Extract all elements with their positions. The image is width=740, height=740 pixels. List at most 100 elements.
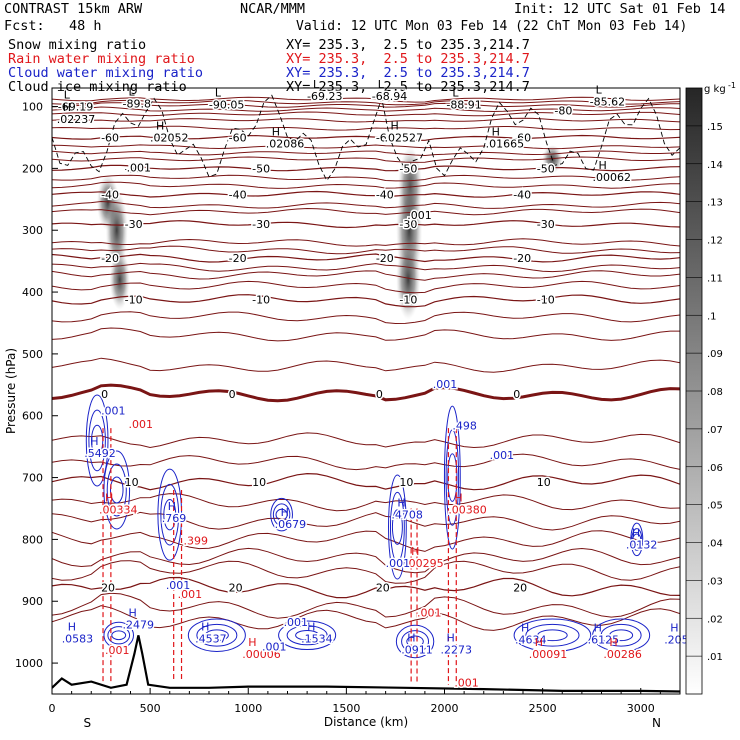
cloud-water-contour (187, 618, 246, 653)
cloud-water-contour (631, 528, 643, 551)
colorbar-tick-label: .14 (707, 160, 723, 171)
init-time: Init: 12 UTC Sat 01 Feb 14 (514, 1, 726, 17)
extremum-value: .6125 (588, 634, 620, 647)
colorbar-tick-label: .15 (707, 122, 723, 133)
temperature-contour--10 (52, 294, 680, 308)
cloud-water-contour (447, 453, 458, 502)
extremum-marker-H: H (248, 636, 256, 649)
extremum-marker-L: L (129, 85, 136, 98)
cloud-water-contour (630, 522, 644, 557)
extremum-value: -68.94 (372, 90, 407, 103)
temperature-contour (52, 262, 680, 273)
extremum-marker-H: H (454, 492, 462, 505)
temperature-contour (52, 245, 680, 255)
temperature-contour (52, 327, 680, 342)
y-tick-label: 900 (22, 595, 43, 608)
cloud-water-contour (109, 476, 124, 504)
temperature-contour (52, 106, 680, 113)
contour-annotation: .001 (417, 607, 442, 620)
temperature-contour (52, 357, 680, 373)
contour-annotation: .001 (105, 644, 130, 657)
cloud-water-contour (111, 630, 127, 641)
extremum-value: .0911 (401, 643, 433, 656)
x-tick-label: 500 (140, 702, 161, 715)
contour-annotation: .001 (490, 449, 515, 462)
extremum-value: -89.8 (123, 97, 151, 110)
cloud-water-contour (600, 623, 642, 647)
extremum-marker-H: H (272, 126, 280, 139)
legend-rain-xy: XY= 235.3, 2.5 to 235.3,214.7 (286, 51, 530, 67)
extremum-marker-H: H (609, 636, 617, 649)
temperature-contour (52, 156, 680, 163)
valid-time: Valid: 12 UTC Mon 03 Feb 14 (22 ChT Mon … (296, 19, 688, 34)
extremum-marker-H: H (307, 620, 315, 633)
temperature-contour (52, 605, 680, 631)
cloud-water-contour (278, 620, 337, 651)
x-axis-title: Distance (km) (324, 715, 408, 729)
temperature-label: 10 (399, 476, 413, 489)
extremum-marker-H: H (281, 506, 289, 519)
y-tick-label: 1000 (15, 657, 43, 670)
cloud-water-contour (196, 623, 238, 647)
forecast-hour: Fcst: 48 h (4, 18, 102, 34)
temperature-label: 10 (537, 476, 551, 489)
extremum-marker-L: L (378, 78, 385, 91)
contour-annotation: .001 (284, 616, 309, 629)
extremum-value: .02052 (150, 131, 189, 144)
extremum-value: .02527 (385, 131, 424, 144)
cloud-water-contour (103, 450, 131, 530)
temperature-label: -20 (229, 252, 247, 265)
temperature-contour-20 (52, 576, 680, 599)
temperature-contour (52, 592, 680, 619)
extremum-value: .2273 (440, 643, 472, 656)
temperature-label: -50 (125, 162, 143, 175)
temperature-label: -30 (125, 218, 143, 231)
temperature-contour (52, 96, 680, 103)
contour-annotation: .001 (166, 579, 191, 592)
temperature-contour (52, 547, 680, 574)
temperature-label: -20 (101, 252, 119, 265)
extremum-value: .01665 (486, 138, 524, 151)
colorbar-tick-label: .03 (707, 576, 723, 587)
temperature-label: -40 (513, 188, 531, 201)
extremum-value: .00091 (529, 648, 568, 661)
extremum-marker-H: H (670, 622, 678, 635)
extremum-marker-H: H (105, 492, 113, 505)
extremum-value: .0583 (62, 632, 93, 645)
temperature-contour (52, 207, 680, 216)
extremum-value: -90.05 (209, 99, 244, 112)
x-end-label-left: S (84, 716, 92, 730)
temperature-label: 20 (229, 582, 243, 595)
extremum-value: .00380 (448, 504, 487, 517)
temperature-label: -30 (537, 218, 555, 231)
temperature-contour (52, 174, 680, 182)
temperature-contour--50 (52, 164, 680, 172)
legend-cloudice-xy: XY= 235.3, 2.5 to 235.3,214.7 (286, 79, 530, 95)
cloud-water-contour (85, 394, 109, 487)
extremum-marker-H: H (156, 119, 164, 132)
contour-annotation: .001 (129, 418, 154, 431)
x-tick-label: 1000 (234, 702, 262, 715)
temperature-label: 20 (376, 582, 390, 595)
plot-frame (51, 87, 681, 695)
cloud-water-contour (106, 463, 127, 517)
extremum-marker-L: L (313, 78, 320, 91)
temperature-label: -20 (376, 252, 394, 265)
temperature-contour (52, 311, 680, 325)
temperature-contour--30 (52, 220, 680, 229)
extremum-value: .00062 (593, 171, 632, 184)
temperature-label: -60 (101, 131, 119, 144)
extremum-value: .2479 (123, 619, 155, 632)
contour-annotation: .001 (101, 404, 126, 417)
temperature-label: 10 (252, 476, 266, 489)
x-tick-label: 0 (49, 702, 56, 715)
cloud-water-contour (272, 503, 291, 527)
cloud-ice-contour (52, 94, 680, 182)
y-tick-label: 400 (22, 286, 43, 299)
extremum-value: .4537 (195, 632, 227, 645)
x-tick-label: 1500 (332, 702, 360, 715)
y-tick-label: 300 (22, 224, 43, 237)
temperature-contour (52, 280, 680, 294)
extremum-value: .1534 (301, 632, 333, 645)
